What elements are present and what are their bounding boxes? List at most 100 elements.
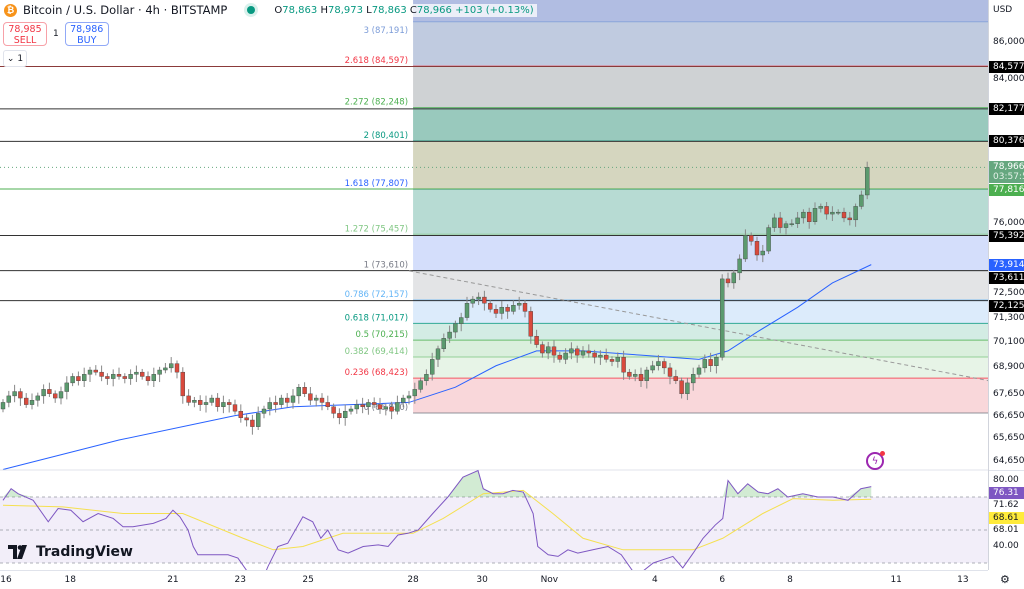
candle-down [215, 397, 220, 407]
candle-up [656, 361, 661, 366]
candle-up [383, 406, 388, 410]
tradingview-logo[interactable]: TradingView [8, 544, 133, 560]
candle-down [725, 278, 731, 284]
candle-up [0, 402, 6, 410]
candle-up [87, 369, 93, 375]
candle-down [592, 352, 597, 358]
symbol-title[interactable]: Bitcoin / U.S. Dollar · 4h · BITSTAMP [23, 3, 228, 17]
trendline-dashed [408, 270, 988, 382]
fib-zone [413, 323, 988, 341]
time-tick-label: 6 [719, 575, 726, 585]
candle-up [511, 305, 516, 312]
time-tick-label: 13 [957, 575, 969, 585]
time-axis[interactable]: 16 18 21 23 25 28 30 Nov 4 6 8 11 13 [0, 570, 988, 589]
fib-level-label: 2.272 (82,248) [345, 98, 408, 108]
candle-up [261, 408, 267, 414]
candles [0, 161, 870, 435]
candle-up [430, 359, 435, 375]
time-tick-label: 30 [476, 575, 488, 585]
candle-up [395, 402, 400, 412]
candle-up [836, 211, 841, 214]
ohlc-values: O78,863 H78,973 L78,863 C78,966 +103 (+0… [271, 3, 537, 17]
candle-up [818, 206, 823, 209]
trendline[interactable] [408, 270, 988, 382]
candle-up [459, 317, 464, 324]
candle-up [772, 217, 777, 228]
candle-down [145, 376, 151, 381]
candle-up [279, 397, 284, 405]
price-level-badge: 82,177 [989, 102, 1024, 115]
price-tick-label: 84,000 [993, 73, 1024, 84]
currency-label[interactable]: USD [993, 5, 1013, 15]
time-tick-label: 8 [787, 575, 793, 585]
fib-zone [413, 356, 988, 379]
lightning-alert-icon[interactable]: ϟ [866, 451, 885, 470]
fibonacci-extension[interactable]: 3 (87,191) 2.618 (84,597) 2.272 (82,248) 2 … [345, 0, 988, 414]
price-axis[interactable]: USD 86,000 84,000 76,000 72,500 71,300 70,100… [988, 0, 1024, 570]
candle-up [865, 167, 870, 196]
time-tick-label: 16 [0, 575, 12, 585]
candle-up [650, 365, 655, 371]
price-level-badge: 72,125 [989, 299, 1024, 312]
price-tick-label: 72,500 [993, 287, 1024, 298]
candle-up [412, 389, 417, 397]
candle-down [673, 376, 678, 381]
buy-button[interactable]: 78,986 BUY [64, 22, 109, 46]
candle-down [708, 359, 713, 366]
candle-up [691, 374, 696, 384]
price-level-badge: 73,611 [989, 271, 1024, 284]
price-tick-label: 70,100 [993, 337, 1024, 347]
candle-up [795, 217, 800, 224]
candle-up [354, 404, 359, 410]
candle-down [824, 206, 829, 215]
candle-up [633, 374, 638, 377]
time-tick-label: 4 [652, 575, 658, 585]
rsi-tick-label: 80.00 [993, 475, 1019, 485]
sell-button[interactable]: 78,985 SELL [3, 22, 47, 46]
candle-up [163, 367, 168, 371]
fib-level-label: 3 (87,191) [364, 26, 408, 36]
candle-down [105, 376, 110, 379]
candle-down [285, 397, 290, 403]
candle-up [314, 397, 319, 401]
horizontal-lines[interactable] [0, 66, 988, 302]
candle-down [308, 393, 313, 401]
price-level-badge: 73,914 [989, 258, 1024, 271]
candle-down [609, 359, 615, 362]
time-tick-label: 28 [407, 575, 419, 585]
candle-up [221, 402, 226, 407]
fib-level-label: 0.5 (70,215) [355, 330, 408, 340]
candle-down [754, 241, 760, 256]
candle-down [238, 410, 244, 418]
candle-down [360, 404, 365, 407]
candle-down [337, 413, 342, 418]
candle-down [638, 374, 644, 381]
candle-up [134, 371, 139, 375]
candle-down [679, 380, 684, 394]
candle-down [122, 376, 128, 379]
fib-zone [413, 340, 988, 357]
candle-up [401, 397, 406, 403]
candle-up [366, 402, 371, 407]
bitcoin-icon: ₿ [4, 3, 17, 17]
candle-down [575, 348, 580, 356]
candle-down [53, 393, 58, 399]
candle-down [778, 217, 783, 228]
fib-level-label: 1.272 (75,457) [345, 224, 408, 234]
price-tick-label: 64,650 [993, 455, 1024, 466]
candle-up [447, 331, 452, 339]
candle-down [586, 350, 591, 354]
candle-down [372, 402, 377, 405]
moving-average [2, 264, 872, 470]
rsi-ma-line [2, 489, 872, 551]
quantity: 1 [53, 29, 59, 39]
settings-gear-icon[interactable]: ⚙ [1000, 573, 1010, 586]
indicators-collapse-button[interactable]: ⌄ 1 [3, 50, 27, 67]
fib-level-label: 2 (80,401) [364, 131, 408, 141]
rsi-pane [0, 469, 988, 570]
fib-zone [413, 378, 988, 413]
candle-up [731, 272, 736, 284]
chart-canvas[interactable]: 3 (87,191) 2.618 (84,597) 2.272 (82,248) 2 … [0, 0, 988, 570]
rsi-tick-label: 71.62 [993, 500, 1019, 510]
candle-down [250, 419, 255, 427]
